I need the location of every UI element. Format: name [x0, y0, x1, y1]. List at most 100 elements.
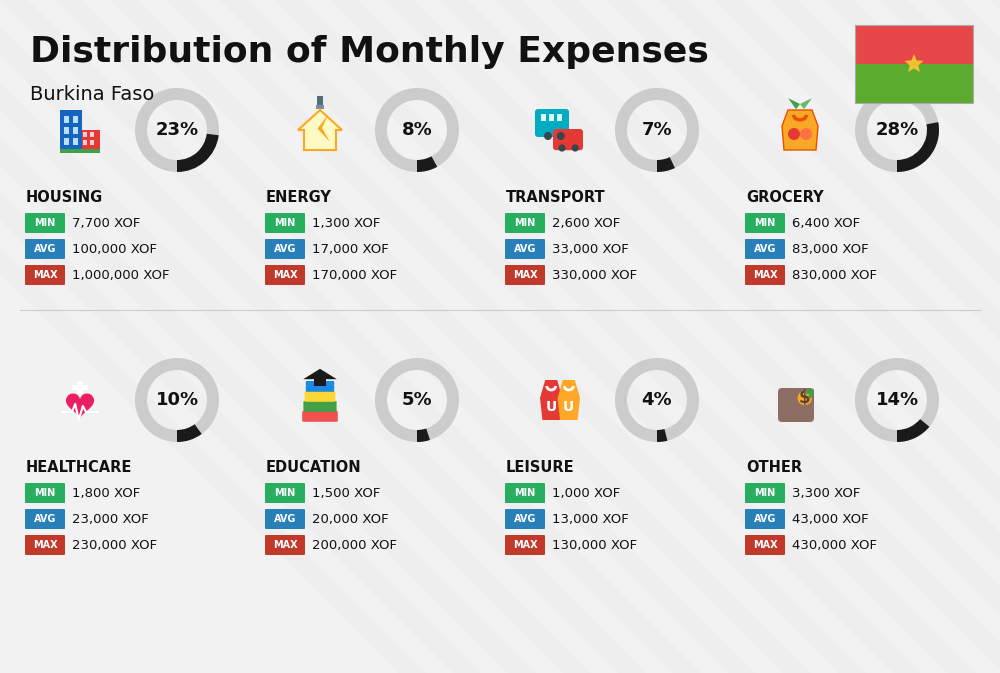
Text: MAX: MAX: [753, 540, 777, 550]
Bar: [549, 114, 554, 121]
Text: 1,300 XOF: 1,300 XOF: [312, 217, 380, 229]
Polygon shape: [0, 0, 646, 673]
Text: 7,700 XOF: 7,700 XOF: [72, 217, 140, 229]
Text: 10%: 10%: [155, 391, 199, 409]
Polygon shape: [605, 0, 1000, 673]
Bar: [64, 127, 69, 134]
Bar: [557, 114, 562, 121]
Text: MAX: MAX: [273, 540, 297, 550]
Text: 6,400 XOF: 6,400 XOF: [792, 217, 860, 229]
Text: MIN: MIN: [514, 218, 536, 228]
Polygon shape: [880, 0, 1000, 673]
Text: AVG: AVG: [34, 514, 56, 524]
Text: MAX: MAX: [513, 270, 537, 280]
Bar: [855, 25, 973, 64]
Text: 4%: 4%: [642, 391, 672, 409]
Text: MIN: MIN: [754, 488, 776, 498]
Text: MIN: MIN: [274, 488, 296, 498]
Text: AVG: AVG: [754, 514, 776, 524]
Polygon shape: [440, 0, 1000, 673]
Polygon shape: [990, 0, 1000, 673]
Bar: [73, 116, 78, 122]
Text: 83,000 XOF: 83,000 XOF: [792, 242, 869, 256]
FancyBboxPatch shape: [778, 388, 814, 422]
Polygon shape: [770, 0, 1000, 673]
Text: HEALTHCARE: HEALTHCARE: [26, 460, 132, 475]
Text: 1,500 XOF: 1,500 XOF: [312, 487, 380, 499]
Text: 20,000 XOF: 20,000 XOF: [312, 513, 389, 526]
FancyBboxPatch shape: [265, 483, 305, 503]
Wedge shape: [135, 88, 219, 172]
Bar: [83, 140, 87, 145]
Text: 1,000,000 XOF: 1,000,000 XOF: [72, 269, 170, 281]
Polygon shape: [788, 98, 800, 109]
Polygon shape: [220, 0, 921, 673]
Text: AVG: AVG: [754, 244, 776, 254]
Wedge shape: [375, 358, 459, 442]
Wedge shape: [375, 88, 459, 172]
Text: 170,000 XOF: 170,000 XOF: [312, 269, 397, 281]
Text: 17,000 XOF: 17,000 XOF: [312, 242, 389, 256]
Bar: [83, 132, 87, 137]
Text: OTHER: OTHER: [746, 460, 802, 475]
FancyBboxPatch shape: [535, 109, 569, 137]
Bar: [82, 130, 100, 150]
Wedge shape: [855, 358, 939, 442]
Circle shape: [572, 145, 579, 151]
Bar: [64, 116, 69, 122]
FancyBboxPatch shape: [303, 401, 337, 412]
Polygon shape: [298, 110, 342, 150]
Bar: [316, 105, 324, 109]
Text: 43,000 XOF: 43,000 XOF: [792, 513, 869, 526]
Bar: [90, 140, 94, 145]
Wedge shape: [177, 134, 219, 172]
Text: Burkina Faso: Burkina Faso: [30, 85, 154, 104]
FancyBboxPatch shape: [305, 391, 335, 402]
Bar: [73, 139, 78, 145]
Polygon shape: [495, 0, 1000, 673]
Text: 14%: 14%: [875, 391, 919, 409]
FancyBboxPatch shape: [505, 265, 545, 285]
FancyBboxPatch shape: [505, 239, 545, 259]
Text: ENERGY: ENERGY: [266, 190, 332, 205]
Bar: [320, 96, 323, 106]
Wedge shape: [417, 429, 430, 442]
Text: 1,000 XOF: 1,000 XOF: [552, 487, 620, 499]
Wedge shape: [615, 358, 699, 442]
FancyBboxPatch shape: [505, 509, 545, 529]
Wedge shape: [897, 122, 939, 172]
Bar: [314, 379, 326, 386]
Bar: [60, 110, 82, 150]
Text: MIN: MIN: [754, 218, 776, 228]
Polygon shape: [55, 0, 756, 673]
Text: 330,000 XOF: 330,000 XOF: [552, 269, 637, 281]
Polygon shape: [385, 0, 1000, 673]
FancyBboxPatch shape: [265, 265, 305, 285]
Text: U: U: [563, 400, 574, 414]
Polygon shape: [165, 0, 866, 673]
Text: 5%: 5%: [402, 391, 432, 409]
FancyBboxPatch shape: [25, 535, 65, 555]
Polygon shape: [66, 394, 94, 419]
Circle shape: [557, 132, 565, 140]
Text: MAX: MAX: [273, 270, 297, 280]
Bar: [64, 139, 69, 145]
Text: 23%: 23%: [155, 121, 199, 139]
FancyBboxPatch shape: [505, 213, 545, 233]
FancyBboxPatch shape: [745, 265, 785, 285]
Bar: [60, 149, 100, 153]
Text: 230,000 XOF: 230,000 XOF: [72, 538, 157, 551]
FancyBboxPatch shape: [306, 381, 334, 392]
Circle shape: [798, 391, 812, 405]
Polygon shape: [110, 0, 811, 673]
FancyBboxPatch shape: [745, 509, 785, 529]
Text: 3,300 XOF: 3,300 XOF: [792, 487, 860, 499]
Text: AVG: AVG: [274, 514, 296, 524]
FancyBboxPatch shape: [745, 535, 785, 555]
Bar: [317, 96, 320, 106]
FancyBboxPatch shape: [505, 483, 545, 503]
Text: 23,000 XOF: 23,000 XOF: [72, 513, 149, 526]
Polygon shape: [0, 0, 481, 673]
Polygon shape: [540, 380, 562, 420]
Polygon shape: [904, 54, 924, 72]
